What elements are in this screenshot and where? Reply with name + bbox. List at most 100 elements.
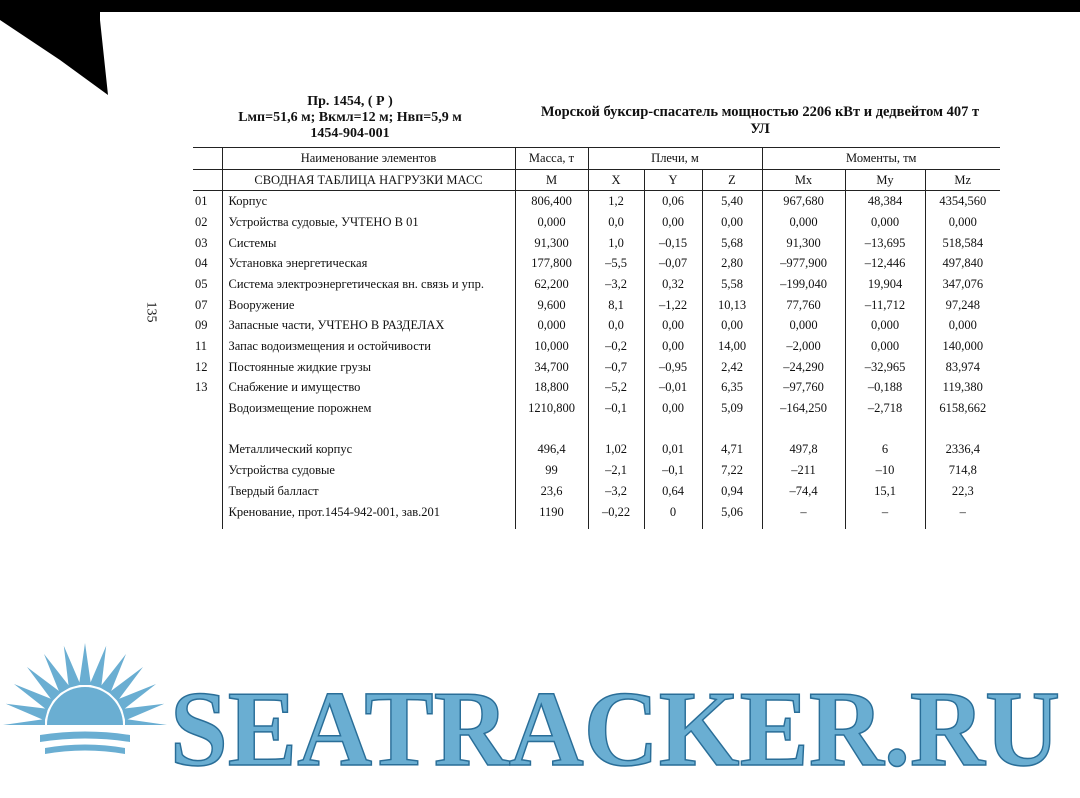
- row-value: 0,64: [643, 481, 702, 502]
- row-value: –0,188: [844, 377, 925, 399]
- row-value: 806,400: [514, 190, 588, 213]
- row-value: 714,8: [924, 460, 1000, 481]
- row-value: –0,7: [587, 356, 644, 378]
- row-value: –3,2: [587, 481, 644, 502]
- row-value: [701, 418, 762, 440]
- row-code: 11: [195, 339, 208, 354]
- table-row: 01 Корпус 806,400 1,2 0,06 5,40 967,680 48,384 4…: [193, 190, 1000, 213]
- table-row: 04 Установка энергетическая 177,800 –5,5 –0,…: [193, 253, 1000, 275]
- col-moments-header: Моменты, тм: [761, 147, 1000, 170]
- row-code: [193, 419, 222, 440]
- row-value: –0,2: [587, 336, 644, 357]
- row-value: 0,000: [924, 212, 1000, 233]
- row-value: –0,22: [587, 501, 644, 529]
- row-value: –11,712: [844, 294, 925, 316]
- row-value: –0,15: [643, 232, 702, 254]
- row-value: 0,94: [701, 481, 762, 502]
- row-value: 19,904: [844, 274, 925, 295]
- row-value: –: [924, 501, 1000, 529]
- row-value: 0: [643, 501, 702, 529]
- row-code: 03: [195, 235, 208, 250]
- table-row: 11 Запас водоизмещения и остойчивости 10,0…: [193, 336, 1000, 357]
- row-value: 177,800: [514, 253, 588, 275]
- row-value: 2,80: [701, 253, 762, 275]
- project-info: Пр. 1454, ( Р ) Lмп=51,6 м; Bкмл=12 м; H…: [230, 94, 470, 142]
- subheader-cell: Mx: [761, 168, 845, 192]
- row-value: 2336,4: [924, 439, 1000, 461]
- row-value: 0,000: [761, 315, 845, 337]
- drawing-number: 1454-904-001: [310, 126, 390, 141]
- row-value: 1,2: [587, 190, 644, 213]
- col-mass-header: Масса, т: [514, 147, 588, 170]
- row-value: –2,1: [587, 460, 644, 481]
- row-name: [221, 418, 515, 440]
- row-value: 2,42: [701, 356, 762, 378]
- row-value: 48,384: [844, 190, 925, 213]
- row-value: 5,58: [701, 274, 762, 295]
- row-value: –977,900: [761, 253, 845, 275]
- row-value: 4354,560: [924, 190, 1000, 213]
- row-value: 99: [514, 460, 588, 481]
- row-name: Вооружение: [221, 294, 515, 316]
- row-name: Твердый балласт: [221, 481, 515, 502]
- row-value: 497,840: [924, 253, 1000, 275]
- row-name: Корпус: [221, 190, 515, 213]
- subheader-cell: Y: [643, 168, 702, 192]
- row-code: 07: [195, 297, 208, 312]
- title: Морской буксир-спасатель мощностью 2206 …: [540, 104, 980, 120]
- row-value: 91,300: [761, 232, 845, 254]
- row-value: 1,02: [587, 439, 644, 461]
- table-row: Кренование, прот.1454-942-001, зав.201 11…: [193, 501, 1000, 529]
- row-value: –: [761, 501, 845, 529]
- row-value: 0,00: [643, 398, 702, 419]
- row-value: 10,000: [514, 336, 588, 357]
- row-value: 0,000: [514, 315, 588, 337]
- row-name: Металлический корпус: [221, 439, 515, 461]
- table-row: Твердый балласт 23,6 –3,2 0,64 0,94 –74,4 15,1…: [193, 481, 1000, 502]
- row-value: 0,000: [844, 315, 925, 337]
- row-name: Снабжение и имущество: [221, 377, 515, 399]
- row-value: –2,000: [761, 336, 845, 357]
- row-value: 0,0: [587, 315, 644, 337]
- row-name: Кренование, прот.1454-942-001, зав.201: [221, 501, 515, 529]
- row-value: 347,076: [924, 274, 1000, 295]
- row-value: –164,250: [761, 398, 845, 419]
- row-value: 97,248: [924, 294, 1000, 316]
- table-row: 03 Системы 91,300 1,0 –0,15 5,68 91,300 –13,695…: [193, 232, 1000, 254]
- row-value: 0,00: [701, 315, 762, 337]
- row-value: 77,760: [761, 294, 845, 316]
- row-value: 518,584: [924, 232, 1000, 254]
- row-value: –211: [761, 460, 845, 481]
- row-code: 04: [195, 256, 208, 271]
- document-title: Морской буксир-спасатель мощностью 2206 …: [520, 104, 1000, 138]
- row-value: 83,974: [924, 356, 1000, 378]
- table-row: 02 Устройства судовые, УЧТЕНО В 01 0,000 0,…: [193, 212, 1000, 233]
- sun-wave-logo: [0, 643, 170, 798]
- row-name: Постоянные жидкие грузы: [221, 356, 515, 378]
- row-name: Система электроэнергетическая вн. связь …: [221, 274, 515, 295]
- row-code: 09: [195, 318, 208, 333]
- table-row: Устройства судовые 99 –2,1 –0,1 7,22 –211 –10 7…: [193, 460, 1000, 481]
- row-value: 14,00: [701, 336, 762, 357]
- col-name-header: Наименование элементов: [221, 147, 515, 170]
- row-value: 0,00: [643, 336, 702, 357]
- row-value: 9,600: [514, 294, 588, 316]
- scan-border: [95, 0, 1080, 12]
- row-name: Запас водоизмещения и остойчивости: [221, 336, 515, 357]
- scan-shadow: [0, 0, 108, 95]
- row-code: [193, 440, 222, 461]
- row-code: 05: [195, 276, 208, 291]
- table-row: [193, 418, 1000, 440]
- row-value: [924, 418, 1000, 440]
- subheader-cell: My: [844, 168, 925, 192]
- col-arms-header: Плечи, м: [587, 147, 762, 170]
- row-name: Установка энергетическая: [221, 253, 515, 275]
- row-code: [193, 481, 222, 502]
- table-row: 13 Снабжение и имущество 18,800 –5,2 –0,01 6,…: [193, 377, 1000, 399]
- table-row: Металлический корпус 496,4 1,02 0,01 4,71 497…: [193, 439, 1000, 461]
- row-value: 0,000: [844, 336, 925, 357]
- row-value: 967,680: [761, 190, 845, 213]
- row-value: 1190: [514, 501, 588, 529]
- row-value: 0,000: [924, 315, 1000, 337]
- mass-load-table: Наименование элементов Масса, т Плечи, м…: [193, 147, 1000, 529]
